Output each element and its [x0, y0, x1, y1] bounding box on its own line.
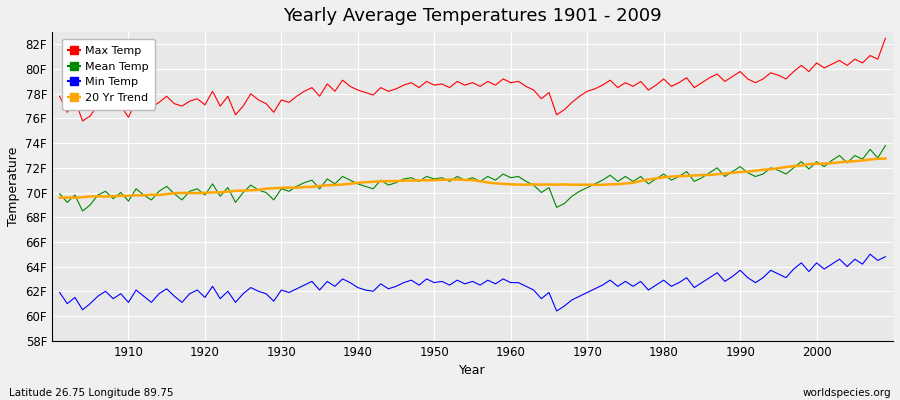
Text: worldspecies.org: worldspecies.org [803, 388, 891, 398]
Title: Yearly Average Temperatures 1901 - 2009: Yearly Average Temperatures 1901 - 2009 [284, 7, 662, 25]
Legend: Max Temp, Mean Temp, Min Temp, 20 Yr Trend: Max Temp, Mean Temp, Min Temp, 20 Yr Tre… [62, 39, 156, 110]
Text: Latitude 26.75 Longitude 89.75: Latitude 26.75 Longitude 89.75 [9, 388, 174, 398]
Y-axis label: Temperature: Temperature [7, 147, 20, 226]
X-axis label: Year: Year [459, 364, 486, 377]
